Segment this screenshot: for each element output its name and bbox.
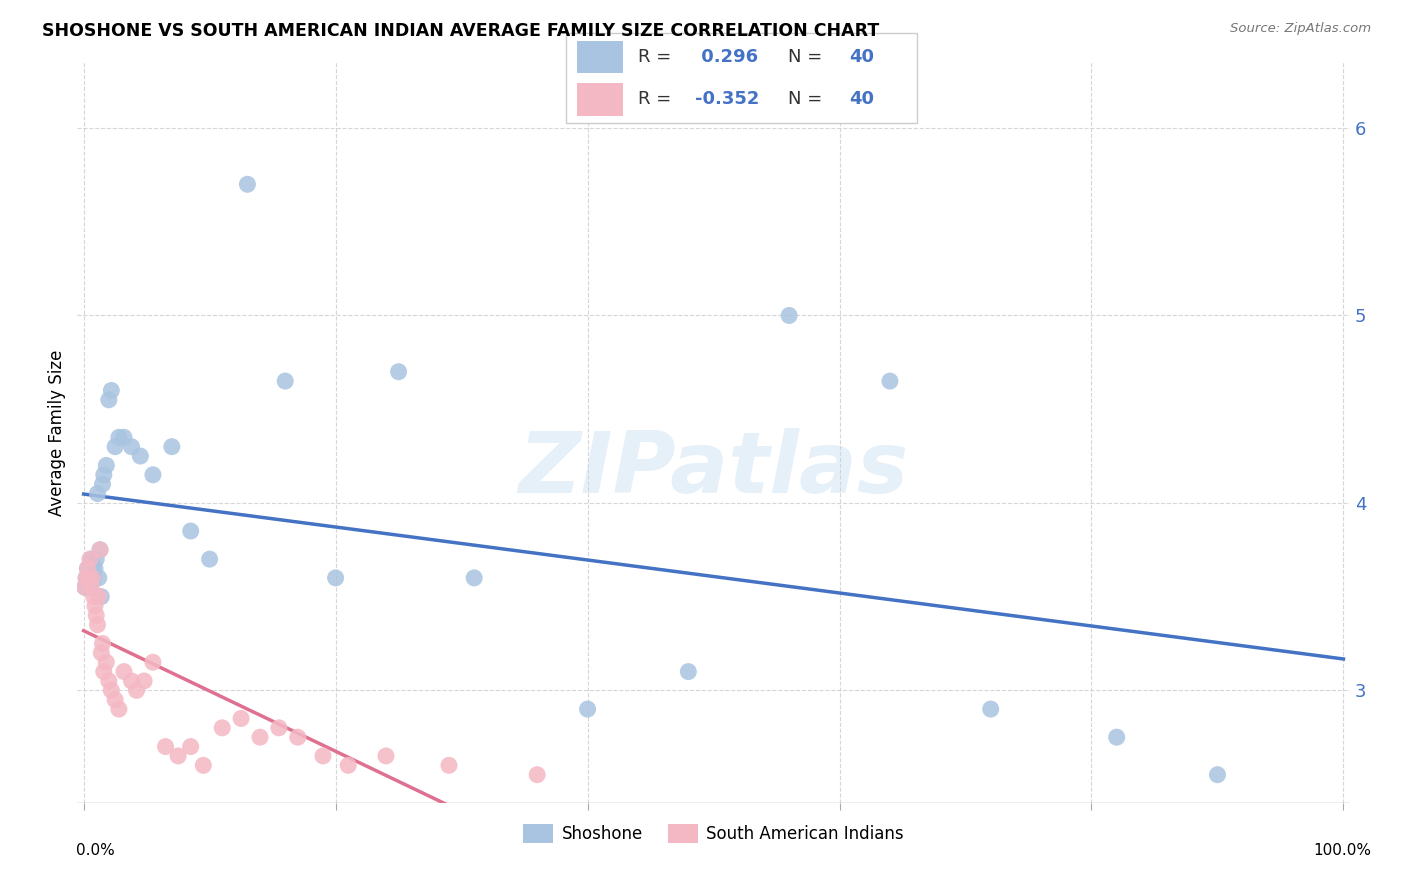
Point <box>160 440 183 454</box>
Text: -0.352: -0.352 <box>695 90 759 108</box>
Point <box>312 748 335 763</box>
Y-axis label: Average Family Size: Average Family Size <box>48 350 66 516</box>
Point <box>879 374 901 388</box>
Point <box>87 590 110 604</box>
Point <box>93 467 115 482</box>
Point <box>108 430 131 444</box>
Point <box>82 561 104 575</box>
Point <box>96 655 118 669</box>
Point <box>274 374 297 388</box>
Text: 40: 40 <box>849 48 875 66</box>
Point <box>142 467 165 482</box>
Point <box>180 739 202 754</box>
Point <box>100 384 122 398</box>
Point <box>91 636 114 650</box>
Point <box>108 702 131 716</box>
Point <box>75 571 97 585</box>
Point <box>83 571 105 585</box>
Point <box>463 571 485 585</box>
Point <box>73 580 96 594</box>
Text: SHOSHONE VS SOUTH AMERICAN INDIAN AVERAGE FAMILY SIZE CORRELATION CHART: SHOSHONE VS SOUTH AMERICAN INDIAN AVERAG… <box>42 22 879 40</box>
Point <box>325 571 347 585</box>
Point <box>79 580 101 594</box>
Point <box>90 646 112 660</box>
Point <box>89 542 111 557</box>
Point <box>89 542 111 557</box>
Text: 100.0%: 100.0% <box>1313 843 1372 858</box>
Point <box>104 692 127 706</box>
Point <box>198 552 221 566</box>
Point <box>100 683 122 698</box>
Point <box>167 748 190 763</box>
Point <box>129 449 152 463</box>
Point <box>82 571 104 585</box>
Text: 0.296: 0.296 <box>695 48 758 66</box>
Point <box>76 561 98 575</box>
Point <box>678 665 700 679</box>
Point <box>1206 767 1229 781</box>
Point <box>86 617 108 632</box>
Point <box>86 486 108 500</box>
Point <box>980 702 1002 716</box>
Point <box>90 590 112 604</box>
Legend: Shoshone, South American Indians: Shoshone, South American Indians <box>516 817 911 850</box>
Point <box>75 571 97 585</box>
Point <box>121 673 143 688</box>
Point <box>84 552 107 566</box>
Point <box>93 665 115 679</box>
Point <box>80 552 103 566</box>
Point <box>83 590 105 604</box>
Point <box>77 571 100 585</box>
Point <box>437 758 460 772</box>
Point <box>1105 730 1128 744</box>
Point <box>236 178 259 192</box>
Text: N =: N = <box>789 90 828 108</box>
Point <box>84 608 107 623</box>
FancyBboxPatch shape <box>567 33 917 123</box>
Text: Source: ZipAtlas.com: Source: ZipAtlas.com <box>1230 22 1371 36</box>
Point <box>80 580 103 594</box>
Bar <box>576 40 623 73</box>
Text: 40: 40 <box>849 90 875 108</box>
Point <box>375 748 398 763</box>
Text: N =: N = <box>789 48 828 66</box>
Point <box>576 702 599 716</box>
Text: R =: R = <box>638 48 676 66</box>
Text: ZIPatlas: ZIPatlas <box>519 428 908 511</box>
Text: R =: R = <box>638 90 676 108</box>
Point <box>77 571 100 585</box>
Point <box>79 552 101 566</box>
Point <box>211 721 233 735</box>
Point <box>267 721 290 735</box>
Point <box>84 561 107 575</box>
Point <box>249 730 271 744</box>
Point <box>125 683 148 698</box>
Point <box>193 758 215 772</box>
Point <box>132 673 155 688</box>
Point <box>112 430 135 444</box>
Point <box>121 440 143 454</box>
Point <box>112 665 135 679</box>
Point <box>387 365 409 379</box>
Point <box>96 458 118 473</box>
Point <box>104 440 127 454</box>
Point <box>97 392 120 407</box>
Point <box>97 673 120 688</box>
Point <box>180 524 202 538</box>
Point <box>229 711 252 725</box>
Point <box>91 477 114 491</box>
Point <box>778 309 800 323</box>
Point <box>526 767 548 781</box>
Point <box>142 655 165 669</box>
Point <box>73 580 96 594</box>
Point <box>76 561 98 575</box>
Point <box>84 599 107 613</box>
Point <box>337 758 360 772</box>
Point <box>155 739 177 754</box>
Text: 0.0%: 0.0% <box>76 843 115 858</box>
Bar <box>576 83 623 116</box>
Point <box>87 571 110 585</box>
Point <box>287 730 309 744</box>
